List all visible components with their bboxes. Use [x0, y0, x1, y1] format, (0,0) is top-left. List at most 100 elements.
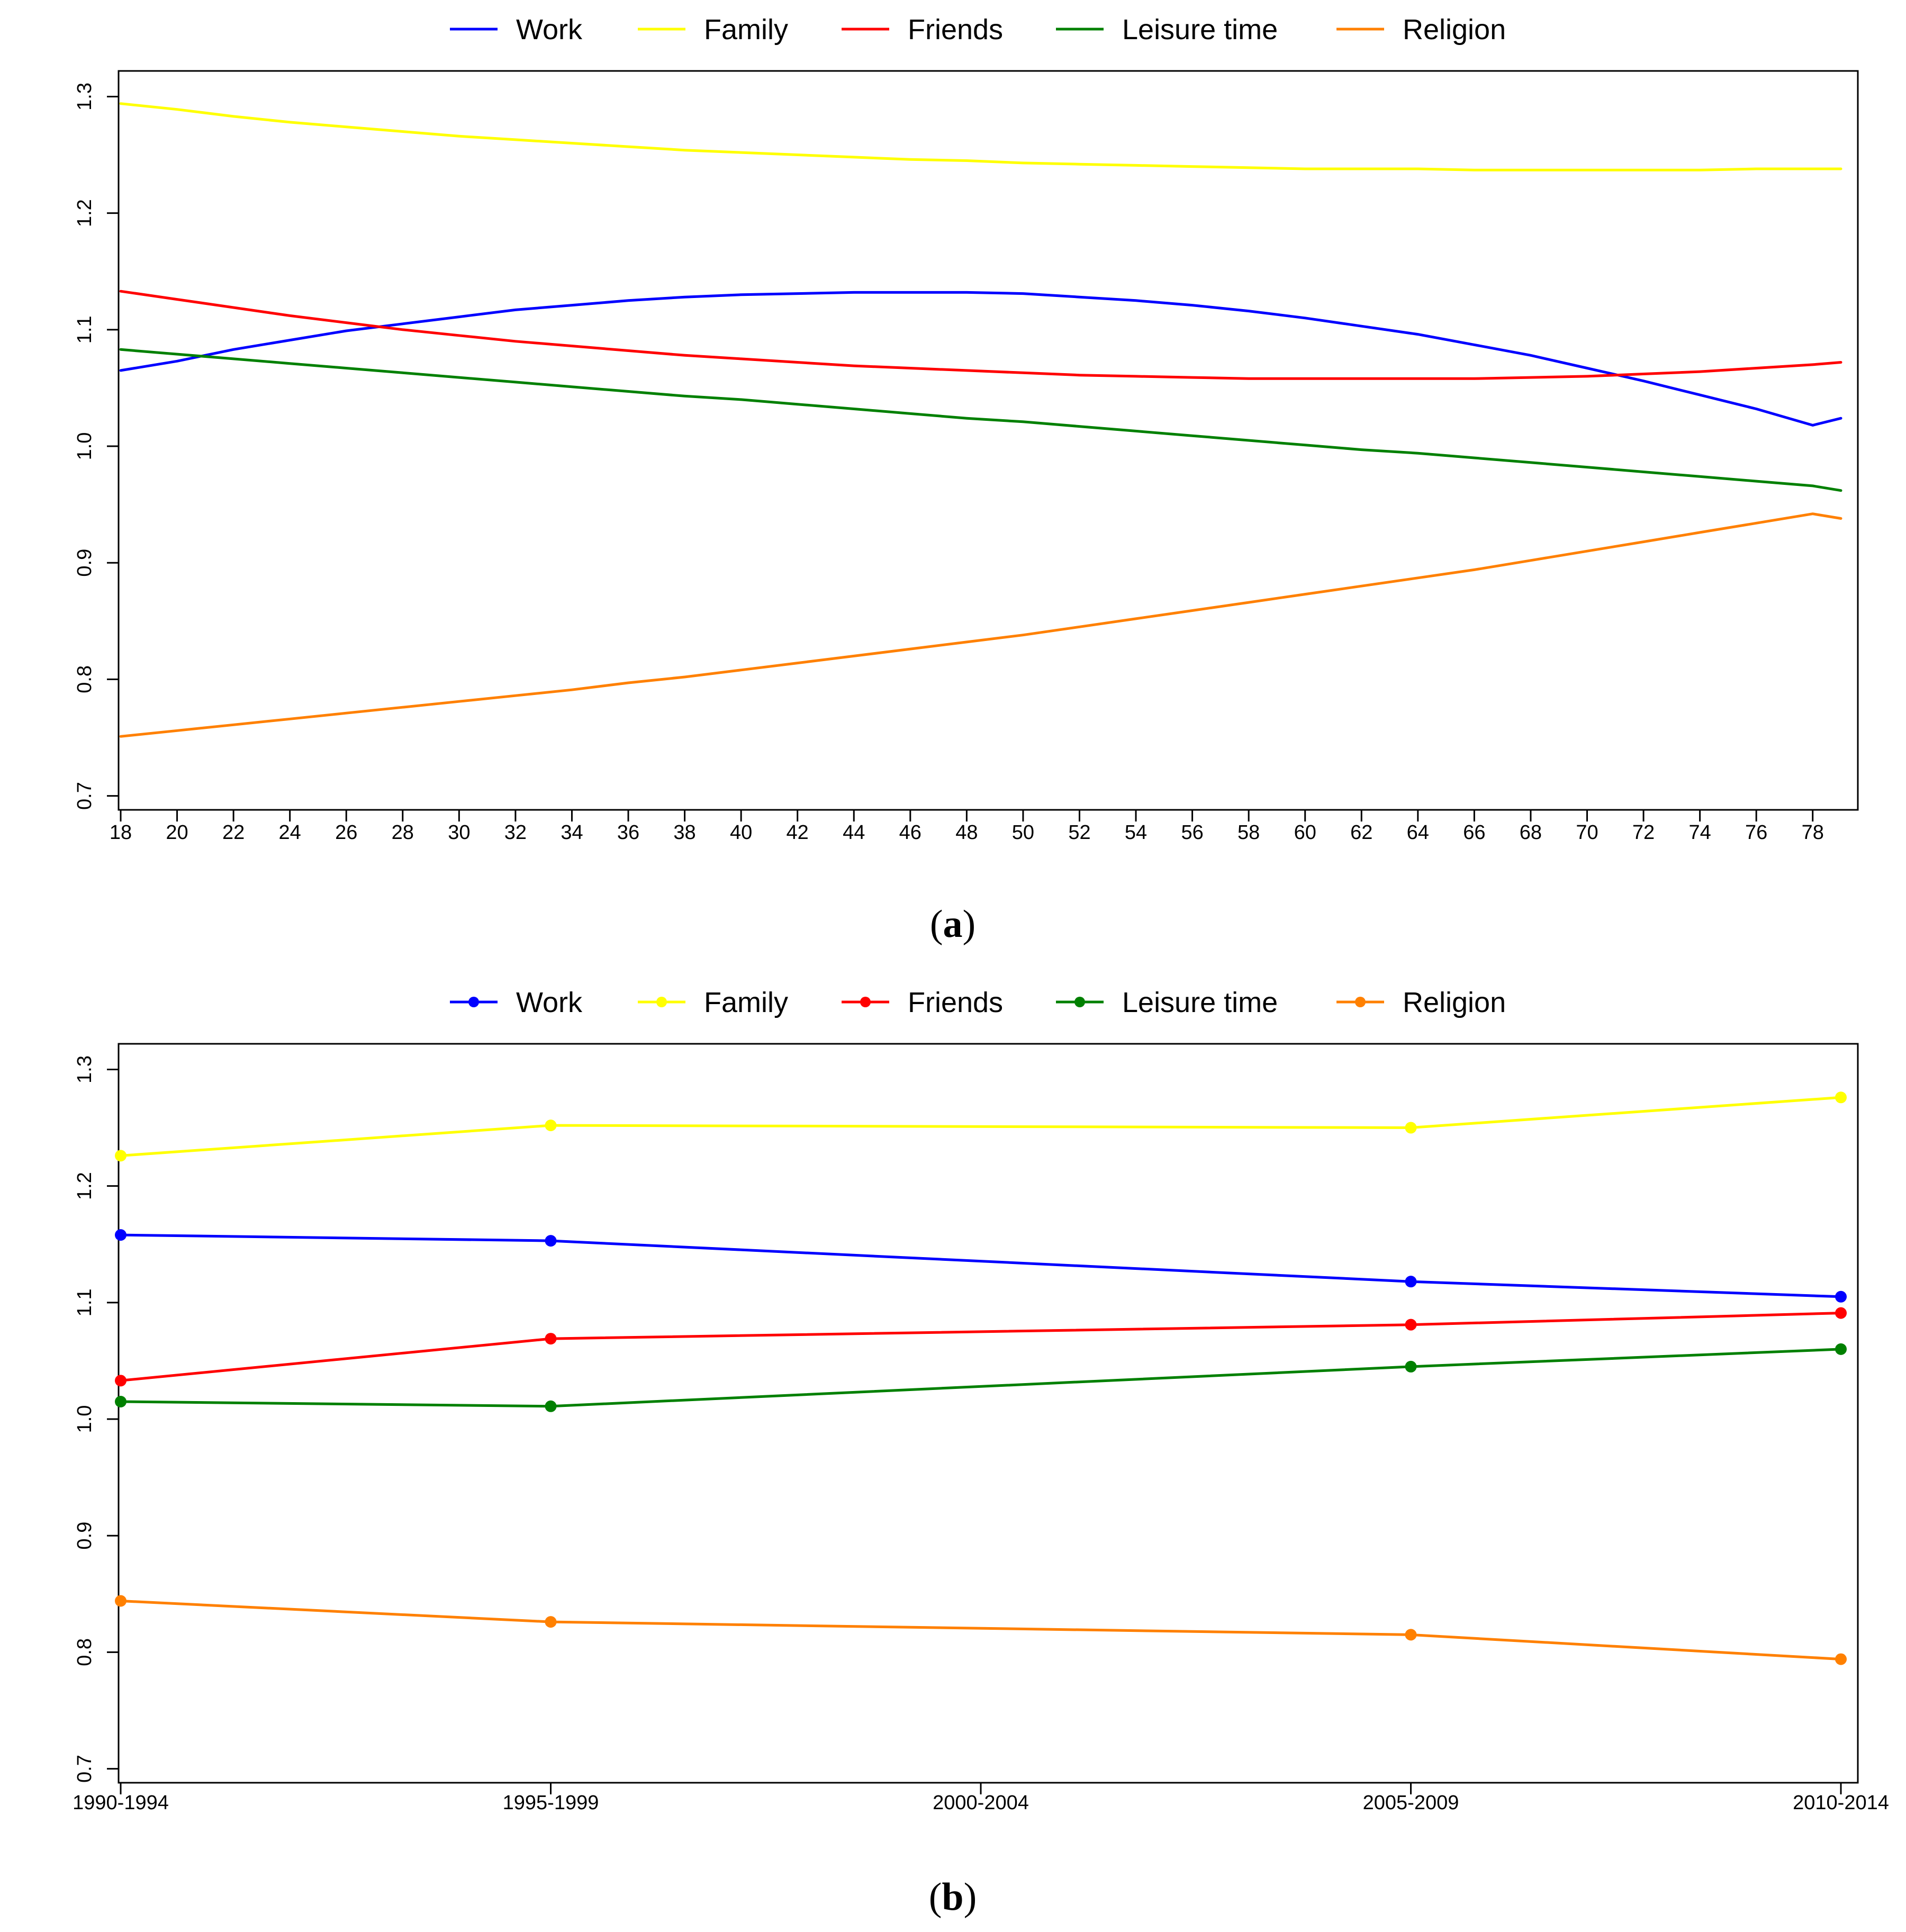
y-tick-label-a: 0.8 [74, 665, 96, 693]
series-line-leisure-time-a [119, 348, 1842, 492]
series-line-work-a [119, 291, 1842, 427]
data-point-family [115, 1150, 127, 1162]
x-tick-label-a: 28 [392, 821, 414, 844]
series-line-religion-b [119, 1600, 1842, 1661]
y-tick-label-a: 1.3 [74, 83, 96, 111]
x-tick-label-a: 60 [1294, 821, 1316, 844]
x-tick-label-a: 52 [1068, 821, 1090, 844]
data-point-religion [115, 1595, 127, 1607]
data-point-work [1405, 1276, 1417, 1288]
legend-label-leisure-time: Leisure time [1122, 14, 1278, 46]
legend-label-leisure-time: Leisure time [1122, 987, 1278, 1018]
data-point-leisure-time [545, 1400, 557, 1412]
x-tick-label-a: 46 [899, 821, 922, 844]
y-tick-label-a: 1.2 [74, 199, 96, 227]
y-tick-label-b: 1.1 [74, 1288, 96, 1316]
data-point-religion [1835, 1653, 1847, 1665]
y-tick-label-b: 0.8 [74, 1638, 96, 1666]
y-tick-label-b: 0.9 [74, 1522, 96, 1550]
data-point-religion [545, 1616, 557, 1628]
x-tick-label-a: 50 [1012, 821, 1034, 844]
data-point-friends [1835, 1307, 1847, 1319]
x-tick-label-b: 1990-1994 [73, 1792, 169, 1814]
legend-marker-friends [860, 997, 871, 1007]
x-tick-label-a: 22 [222, 821, 245, 844]
legend-label-work: Work [516, 987, 583, 1018]
panel-b: Work Family Friends Leisure time Religion 0.… [73, 987, 1889, 1919]
data-point-work [545, 1235, 557, 1247]
x-tick-label-a: 30 [448, 821, 470, 844]
series-line-religion-a [119, 512, 1842, 738]
legend-label-family: Family [704, 14, 788, 46]
x-tick-label-a: 62 [1350, 821, 1372, 844]
data-point-leisure-time [1835, 1343, 1847, 1355]
series-line-friends-a [119, 290, 1842, 380]
y-tick-label-b: 1.3 [74, 1055, 96, 1084]
x-tick-label-a: 32 [504, 821, 527, 844]
series-line-work-b [119, 1233, 1842, 1298]
legend-b: Work Family Friends Leisure time Religion [450, 987, 1506, 1018]
plot-frame-b [118, 1043, 1859, 1784]
legend-marker-leisure-time [1074, 997, 1085, 1007]
axes-a: 0.7 0.8 0.9 1.0 1.1 1.2 1.3 18 20 22 24 26 28 30 32 34 3… [74, 83, 1841, 844]
x-tick-label-a: 78 [1802, 821, 1824, 844]
panel-a: Work Family Friends Leisure time Religion 0.… [74, 14, 1859, 946]
y-tick-label-b: 1.0 [74, 1405, 96, 1433]
x-tick-label-a: 76 [1745, 821, 1767, 844]
series-line-friends-b [119, 1312, 1842, 1382]
y-tick-label-b: 1.2 [74, 1172, 96, 1200]
data-point-friends [115, 1375, 127, 1387]
series-a [119, 102, 1842, 738]
legend-label-friends: Friends [908, 987, 1003, 1018]
x-tick-label-a: 72 [1632, 821, 1655, 844]
data-point-family [545, 1120, 557, 1132]
x-tick-label-a: 34 [561, 821, 583, 844]
y-tick-label-a: 0.7 [74, 782, 96, 810]
y-tick-label-b: 0.7 [74, 1755, 96, 1783]
x-tick-label-a: 64 [1407, 821, 1429, 844]
x-tick-label-a: 20 [166, 821, 188, 844]
legend-label-religion: Religion [1403, 987, 1506, 1018]
x-tick-label-b: 2010-2014 [1793, 1792, 1889, 1814]
legend-marker-work [468, 997, 479, 1007]
x-tick-label-a: 24 [279, 821, 301, 844]
x-tick-label-b: 1995-1999 [503, 1792, 599, 1814]
x-tick-label-b: 2005-2009 [1363, 1792, 1459, 1814]
data-point-religion [1405, 1629, 1417, 1641]
x-tick-label-a: 74 [1688, 821, 1711, 844]
series-line-leisure-time-b [119, 1348, 1842, 1408]
x-tick-label-a: 38 [673, 821, 695, 844]
data-point-work [115, 1229, 127, 1241]
data-point-family [1835, 1091, 1847, 1104]
x-tick-label-a: 42 [787, 821, 809, 844]
y-tick-label-a: 0.9 [74, 549, 96, 577]
legend-label-work: Work [516, 14, 583, 46]
x-tick-label-a: 54 [1125, 821, 1147, 844]
data-point-leisure-time [1405, 1360, 1417, 1373]
data-point-family [1405, 1122, 1417, 1134]
x-tick-label-a: 68 [1520, 821, 1542, 844]
axes-b: 0.7 0.8 0.9 1.0 1.1 1.2 1.3 1990-1994 1995-1999 2… [73, 1055, 1889, 1814]
legend-label-religion: Religion [1403, 14, 1506, 46]
x-tick-label-a: 40 [730, 821, 752, 844]
data-point-friends [1405, 1319, 1417, 1331]
x-tick-label-a: 56 [1181, 821, 1203, 844]
legend-marker-family [656, 997, 667, 1007]
x-tick-label-a: 66 [1463, 821, 1485, 844]
data-point-leisure-time [115, 1395, 127, 1407]
x-tick-label-a: 44 [843, 821, 865, 844]
x-tick-label-a: 70 [1576, 821, 1598, 844]
data-point-work [1835, 1290, 1847, 1303]
y-tick-label-a: 1.1 [74, 315, 96, 344]
x-tick-label-a: 26 [335, 821, 357, 844]
legend-label-family: Family [704, 987, 788, 1018]
x-tick-label-b: 2000-2004 [933, 1792, 1029, 1814]
x-tick-label-a: 58 [1237, 821, 1260, 844]
data-point-friends [545, 1333, 557, 1345]
y-tick-label-a: 1.0 [74, 432, 96, 461]
x-tick-label-a: 18 [110, 821, 132, 844]
series-line-family-a [119, 102, 1842, 171]
x-tick-label-a: 48 [955, 821, 978, 844]
legend-a: Work Family Friends Leisure time Religion [450, 14, 1506, 46]
